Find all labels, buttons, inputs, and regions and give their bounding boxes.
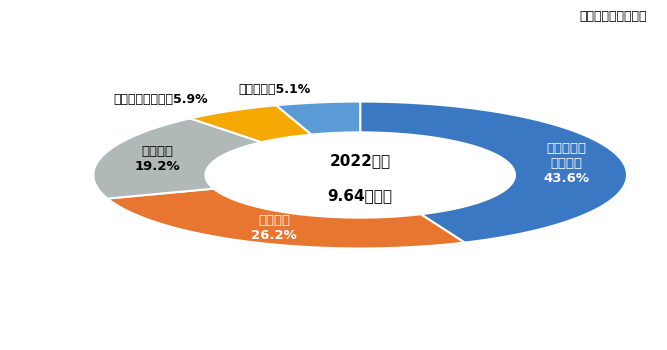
Text: 〒エネルギー起源〓: 〒エネルギー起源〓 (580, 10, 647, 23)
Text: 産業部門
26.2%: 産業部門 26.2% (251, 214, 297, 242)
Text: 運輸部門
19.2%: 運輸部門 19.2% (135, 145, 180, 173)
Polygon shape (107, 189, 465, 248)
Text: エネルギー
転換部門
43.6%: エネルギー 転換部門 43.6% (544, 142, 590, 185)
Text: 9.64億トン: 9.64億トン (327, 189, 393, 203)
Text: 2022年度: 2022年度 (329, 154, 391, 168)
Polygon shape (93, 118, 261, 198)
Polygon shape (276, 102, 360, 134)
Polygon shape (190, 105, 311, 142)
Text: 家庭部門、5.1%: 家庭部門、5.1% (238, 83, 310, 96)
Text: 業務その他部門、5.9%: 業務その他部門、5.9% (113, 93, 208, 106)
Polygon shape (360, 102, 627, 243)
